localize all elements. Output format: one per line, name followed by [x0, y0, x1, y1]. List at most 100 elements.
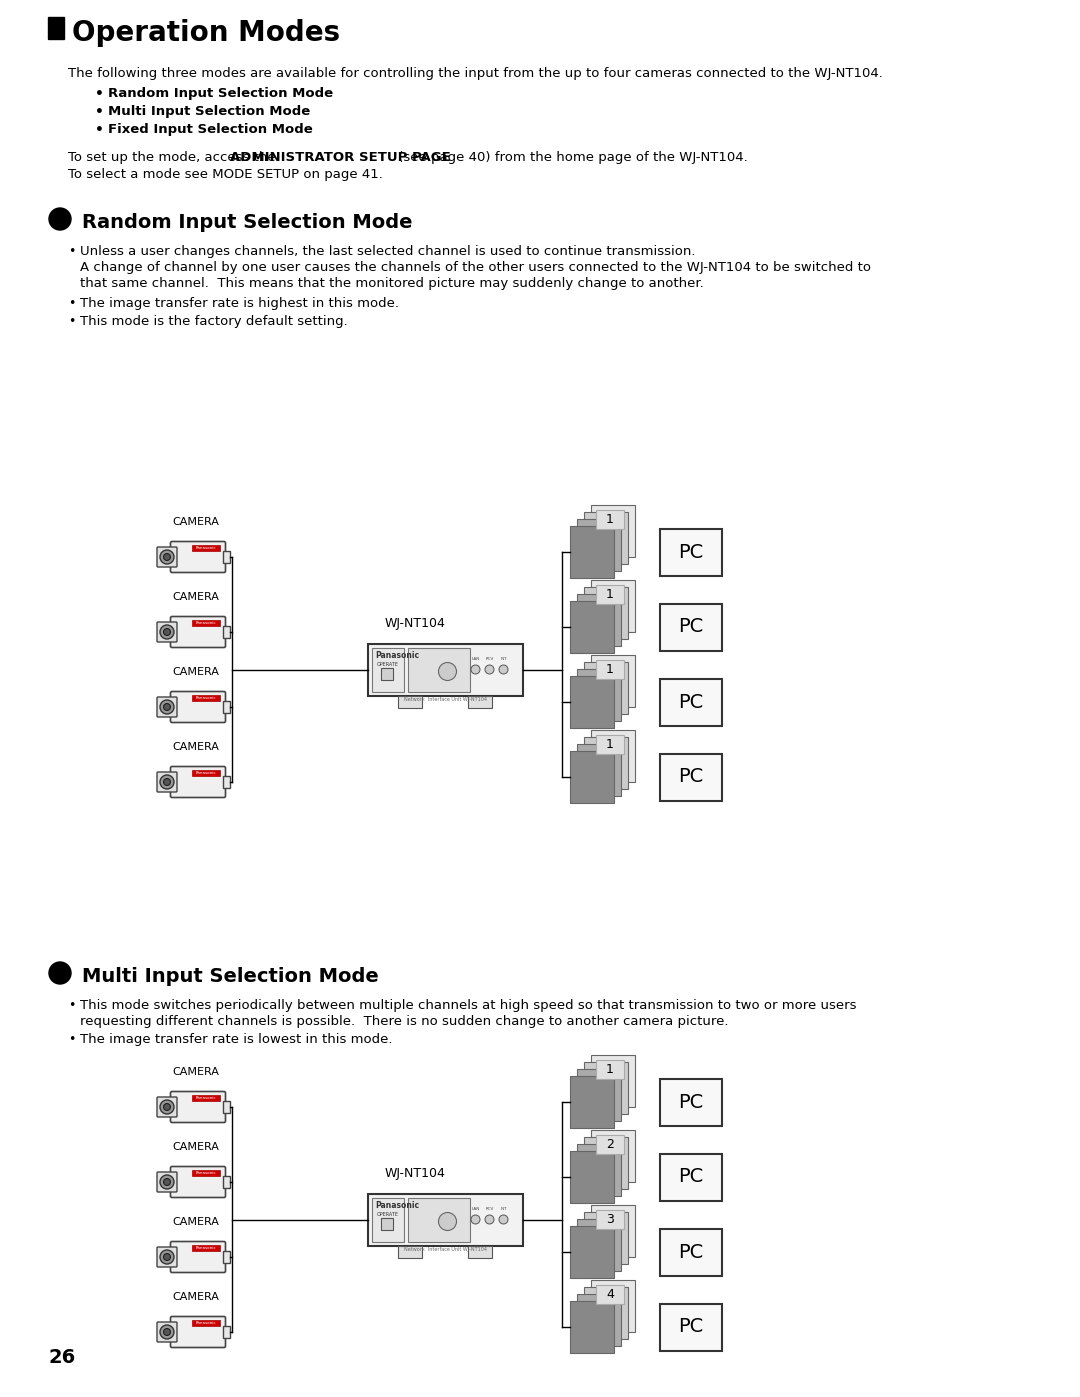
Text: •: •	[68, 298, 76, 310]
Circle shape	[160, 1324, 174, 1338]
Text: To set up the mode, access the: To set up the mode, access the	[68, 151, 280, 163]
Text: CAMERA: CAMERA	[172, 666, 219, 678]
FancyBboxPatch shape	[192, 545, 220, 550]
Text: Operation Modes: Operation Modes	[72, 20, 340, 47]
FancyBboxPatch shape	[192, 770, 220, 775]
Text: Panasonic: Panasonic	[195, 546, 216, 550]
FancyBboxPatch shape	[596, 585, 624, 604]
Circle shape	[163, 704, 171, 711]
Bar	[48, 17, 64, 39]
Text: Panasonic: Panasonic	[195, 696, 216, 700]
Text: 2: 2	[606, 1139, 613, 1151]
Text: This mode switches periodically between multiple channels at high speed so that : This mode switches periodically between …	[80, 999, 856, 1011]
Text: Panasonic: Panasonic	[195, 1097, 216, 1099]
FancyBboxPatch shape	[372, 647, 404, 692]
FancyBboxPatch shape	[660, 753, 723, 800]
FancyBboxPatch shape	[577, 1069, 621, 1120]
Circle shape	[163, 778, 171, 785]
Text: Multi Input Selection Mode: Multi Input Selection Mode	[82, 967, 379, 986]
FancyBboxPatch shape	[192, 1320, 220, 1326]
Text: Multi Input Selection Mode: Multi Input Selection Mode	[108, 105, 310, 117]
FancyBboxPatch shape	[171, 616, 226, 647]
FancyBboxPatch shape	[171, 767, 226, 798]
FancyBboxPatch shape	[591, 580, 635, 631]
FancyBboxPatch shape	[192, 1095, 220, 1101]
Text: Panasonic: Panasonic	[195, 771, 216, 775]
FancyBboxPatch shape	[157, 1172, 177, 1192]
Circle shape	[499, 1215, 508, 1224]
FancyBboxPatch shape	[660, 528, 723, 576]
FancyBboxPatch shape	[171, 1166, 226, 1197]
FancyBboxPatch shape	[372, 1197, 404, 1242]
FancyBboxPatch shape	[660, 1154, 723, 1200]
Text: The image transfer rate is lowest in this mode.: The image transfer rate is lowest in thi…	[80, 1032, 392, 1046]
FancyBboxPatch shape	[157, 1322, 177, 1343]
Circle shape	[438, 1213, 457, 1231]
FancyBboxPatch shape	[157, 1097, 177, 1118]
Circle shape	[163, 1253, 171, 1260]
FancyBboxPatch shape	[367, 644, 523, 696]
FancyBboxPatch shape	[596, 659, 624, 679]
Text: CAMERA: CAMERA	[172, 1217, 219, 1227]
Circle shape	[471, 1215, 480, 1224]
Circle shape	[438, 662, 457, 680]
Text: •: •	[68, 999, 76, 1011]
Text: PC: PC	[678, 693, 704, 711]
Text: Panasonic: Panasonic	[195, 1246, 216, 1250]
FancyBboxPatch shape	[591, 1280, 635, 1331]
Circle shape	[163, 1104, 171, 1111]
FancyBboxPatch shape	[577, 520, 621, 571]
Text: Panasonic: Panasonic	[376, 651, 420, 661]
Text: (see page 40) from the home page of the WJ-NT104.: (see page 40) from the home page of the …	[393, 151, 747, 163]
FancyBboxPatch shape	[157, 622, 177, 643]
Circle shape	[49, 963, 71, 983]
FancyBboxPatch shape	[157, 773, 177, 792]
Circle shape	[160, 775, 174, 789]
FancyBboxPatch shape	[367, 1193, 523, 1246]
Text: WJ-NT104: WJ-NT104	[384, 1166, 446, 1179]
FancyBboxPatch shape	[222, 1101, 230, 1113]
FancyBboxPatch shape	[570, 1076, 615, 1127]
FancyBboxPatch shape	[570, 601, 615, 652]
Text: WJ-NT104: WJ-NT104	[384, 616, 446, 630]
FancyBboxPatch shape	[584, 662, 627, 714]
FancyBboxPatch shape	[591, 655, 635, 707]
FancyBboxPatch shape	[591, 1130, 635, 1182]
Circle shape	[163, 553, 171, 560]
FancyBboxPatch shape	[570, 676, 615, 728]
Text: CAMERA: CAMERA	[172, 1141, 219, 1153]
Text: The image transfer rate is highest in this mode.: The image transfer rate is highest in th…	[80, 298, 399, 310]
Circle shape	[160, 1250, 174, 1264]
FancyBboxPatch shape	[157, 548, 177, 567]
Circle shape	[499, 665, 508, 673]
FancyBboxPatch shape	[584, 1062, 627, 1113]
FancyBboxPatch shape	[577, 1144, 621, 1196]
FancyBboxPatch shape	[591, 731, 635, 782]
FancyBboxPatch shape	[222, 626, 230, 638]
FancyBboxPatch shape	[570, 1151, 615, 1203]
FancyBboxPatch shape	[591, 1206, 635, 1257]
FancyBboxPatch shape	[222, 1250, 230, 1263]
Text: INT: INT	[500, 1207, 507, 1211]
Circle shape	[485, 665, 494, 673]
Text: PC: PC	[678, 1242, 704, 1261]
FancyBboxPatch shape	[584, 1137, 627, 1189]
FancyBboxPatch shape	[660, 1078, 723, 1126]
FancyBboxPatch shape	[468, 696, 492, 707]
Text: Network  Interface Unit WJ-NT104: Network Interface Unit WJ-NT104	[404, 1248, 486, 1253]
Text: LAN: LAN	[471, 658, 480, 662]
FancyBboxPatch shape	[222, 1176, 230, 1187]
Text: requesting different channels is possible.  There is no sudden change to another: requesting different channels is possibl…	[80, 1016, 729, 1028]
Text: •: •	[68, 1032, 76, 1046]
FancyBboxPatch shape	[192, 1245, 220, 1250]
Text: 1: 1	[606, 738, 613, 752]
Text: 3: 3	[606, 1213, 613, 1227]
Text: LAN: LAN	[471, 1207, 480, 1211]
Text: •: •	[95, 123, 104, 137]
FancyBboxPatch shape	[157, 697, 177, 717]
FancyBboxPatch shape	[584, 587, 627, 638]
Text: •: •	[95, 87, 104, 101]
FancyBboxPatch shape	[584, 738, 627, 789]
FancyBboxPatch shape	[660, 1228, 723, 1275]
FancyBboxPatch shape	[584, 1287, 627, 1338]
